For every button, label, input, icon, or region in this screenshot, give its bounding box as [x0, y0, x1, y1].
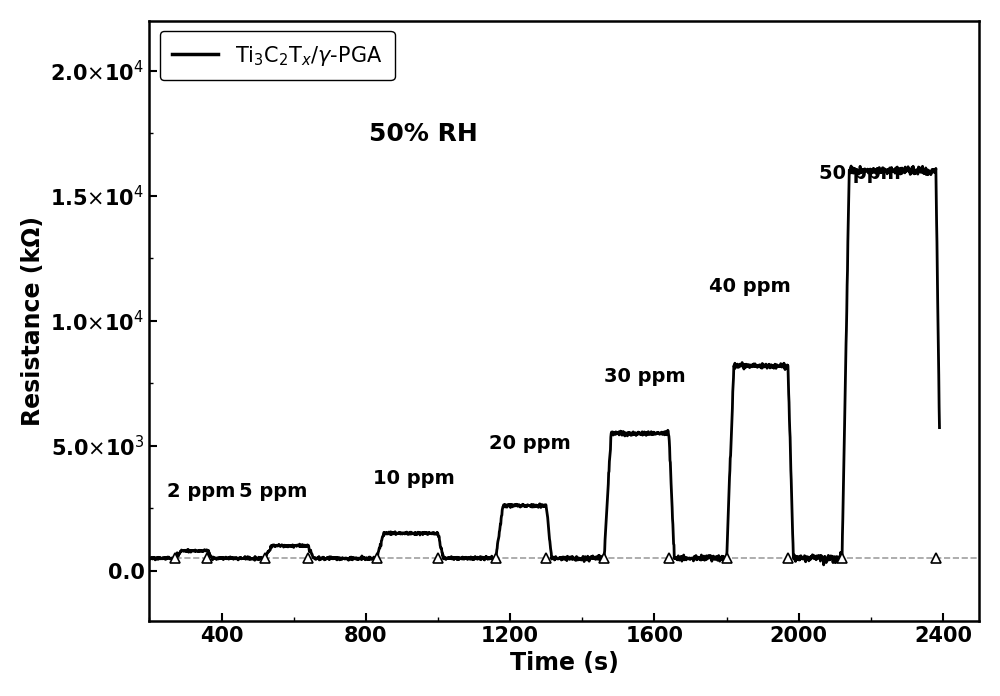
Text: 5 ppm: 5 ppm	[239, 482, 307, 500]
Text: 2 ppm: 2 ppm	[167, 482, 235, 500]
Text: 20 ppm: 20 ppm	[489, 434, 570, 453]
Text: 10 ppm: 10 ppm	[373, 469, 455, 489]
Text: 40 ppm: 40 ppm	[709, 277, 790, 296]
Text: 50% RH: 50% RH	[369, 122, 478, 146]
Legend: Ti$_3$C$_2$T$_x$/$\gamma$-PGA: Ti$_3$C$_2$T$_x$/$\gamma$-PGA	[160, 31, 395, 80]
X-axis label: Time (s): Time (s)	[510, 651, 619, 675]
Text: 50 ppm: 50 ppm	[819, 164, 900, 183]
Text: 30 ppm: 30 ppm	[604, 367, 686, 386]
Y-axis label: Resistance (kΩ): Resistance (kΩ)	[21, 216, 45, 426]
